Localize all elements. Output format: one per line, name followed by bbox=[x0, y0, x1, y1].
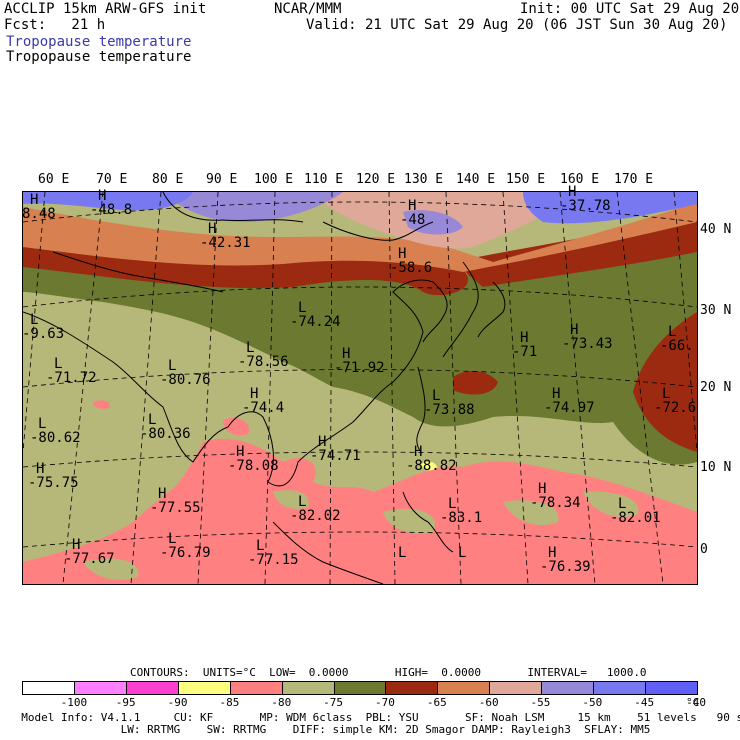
colorbar-label: -85 bbox=[219, 696, 240, 709]
colorbar-swatch bbox=[438, 682, 491, 694]
colorbar-swatch bbox=[230, 682, 283, 694]
colorbar-swatch bbox=[594, 682, 647, 694]
colorbar-label: -60 bbox=[478, 696, 499, 709]
colorbar bbox=[22, 681, 698, 695]
colorbar-label: -75 bbox=[323, 696, 344, 709]
colorbar-label: -70 bbox=[375, 696, 395, 709]
latitude-label: 10 N bbox=[700, 460, 732, 475]
colorbar-swatch bbox=[646, 682, 697, 694]
model-title: ACCLIP 15km ARW-GFS init bbox=[4, 1, 207, 17]
colorbar-label: -45 bbox=[634, 696, 655, 709]
longitude-label: 90 E bbox=[206, 172, 238, 187]
colorbar-label: -95 bbox=[115, 696, 136, 709]
colorbar-swatch bbox=[23, 682, 75, 694]
field-band-60 bbox=[23, 202, 697, 272]
contours-info: CONTOURS: UNITS=°C LOW= 0.0000 HIGH= 0.0… bbox=[130, 666, 647, 679]
latitude-label: 30 N bbox=[700, 303, 732, 318]
valid-time: Valid: 21 UTC Sat 29 Aug 20 (06 JST Sun … bbox=[306, 17, 728, 33]
graticule bbox=[23, 192, 697, 584]
colorbar-swatch bbox=[490, 682, 543, 694]
map-panel bbox=[22, 191, 698, 585]
longitude-label: 120 E bbox=[356, 172, 396, 187]
field-band-45 bbox=[23, 192, 697, 224]
longitude-label: 80 E bbox=[152, 172, 184, 187]
latitude-label: 40 N bbox=[700, 222, 732, 237]
field-band-50 bbox=[163, 192, 463, 235]
colorbar-label: -80 bbox=[271, 696, 292, 709]
longitude-label: 150 E bbox=[506, 172, 546, 187]
field-band-65-spot bbox=[453, 370, 498, 395]
colorbar-swatch bbox=[74, 682, 127, 694]
colorbar-swatch bbox=[178, 682, 231, 694]
longitude-label: 110 E bbox=[304, 172, 344, 187]
coastlines bbox=[23, 192, 506, 584]
colorbar-label: °C bbox=[686, 696, 700, 709]
colorbar-label: -40 bbox=[686, 696, 706, 709]
field-band-80 bbox=[23, 400, 697, 584]
longitude-label: 140 E bbox=[456, 172, 496, 187]
longitude-label: 170 E bbox=[614, 172, 654, 187]
colorbar-label: -50 bbox=[582, 696, 603, 709]
field-band-70 bbox=[23, 232, 697, 465]
colorbar-swatch bbox=[334, 682, 387, 694]
tropopause-temperature-map bbox=[23, 192, 697, 584]
field-title: Tropopause temperature bbox=[6, 49, 192, 65]
colorbar-label: -100 bbox=[60, 696, 88, 709]
field-band-75-holes bbox=[83, 490, 639, 580]
colorbar-swatch bbox=[282, 682, 335, 694]
colorbar-label: -65 bbox=[426, 696, 447, 709]
field-band-85 bbox=[421, 461, 437, 471]
model-info-line1: Model Info: V4.1.1 CU: KF MP: WDM 6class… bbox=[8, 711, 740, 724]
field-band-65-east bbox=[633, 312, 697, 452]
colorbar-label: -55 bbox=[530, 696, 551, 709]
longitude-label: 160 E bbox=[560, 172, 600, 187]
colorbar-swatch bbox=[542, 682, 595, 694]
latitude-label: 20 N bbox=[700, 380, 732, 395]
model-info-line2: LW: RRTMG SW: RRTMG DIFF: simple KM: 2D … bbox=[8, 723, 651, 736]
longitude-label: 130 E bbox=[404, 172, 444, 187]
forecast-hour: Fcst: 21 h bbox=[4, 17, 106, 33]
colorbar-swatch bbox=[386, 682, 439, 694]
center-label: NCAR/MMM bbox=[274, 1, 342, 17]
longitude-label: 70 E bbox=[96, 172, 128, 187]
colorbar-label: -90 bbox=[167, 696, 188, 709]
longitude-label: 100 E bbox=[254, 172, 294, 187]
init-time: Init: 00 UTC Sat 29 Aug 20 bbox=[520, 1, 740, 17]
colorbar-swatch bbox=[126, 682, 179, 694]
field-title-colored: Tropopause temperature bbox=[6, 34, 192, 50]
longitude-label: 60 E bbox=[38, 172, 70, 187]
latitude-label: 0 bbox=[700, 542, 708, 557]
